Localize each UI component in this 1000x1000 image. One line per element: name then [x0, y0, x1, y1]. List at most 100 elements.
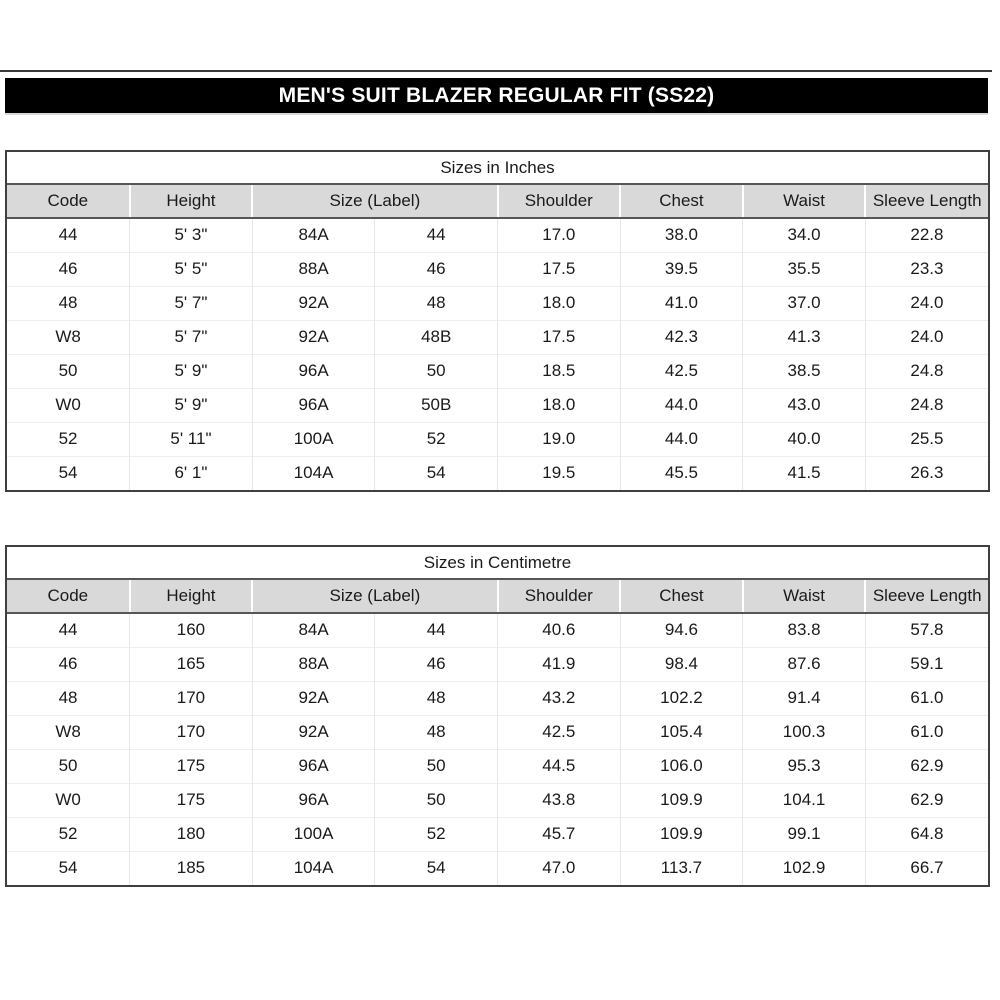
size-table-inches: Code Height Size (Label) Shoulder Chest Waist… — [7, 185, 988, 490]
table-row: 48 5' 7" 92A 48 18.0 41.0 37.0 24.0 — [7, 285, 988, 320]
table-cell: 40.6 — [497, 613, 621, 647]
column-header: Chest — [619, 580, 743, 614]
table-cell: 88A — [251, 646, 375, 681]
table-cell: 43.8 — [497, 782, 621, 817]
table-body: 44 5' 3" 84A 44 17.0 38.0 34.0 22.8 46 5' 5" 88A 46… — [7, 218, 988, 490]
table-cell: 44 — [374, 613, 498, 647]
table-cell: 175 — [129, 748, 253, 783]
table-cell: 42.5 — [497, 714, 621, 749]
table-cell: 42.3 — [619, 319, 743, 354]
table-cell: 46 — [7, 646, 130, 681]
size-table-centimetre: Code Height Size (Label) Shoulder Chest Waist… — [7, 580, 988, 885]
table-cell: 96A — [251, 353, 375, 388]
table-cell: 98.4 — [619, 646, 743, 681]
table-cell: 44 — [58, 620, 78, 640]
table-cell: 105.4 — [619, 714, 743, 749]
table-cell: 109.9 — [619, 782, 743, 817]
column-header: Waist — [741, 185, 866, 219]
column-header: Size (Label) — [251, 185, 498, 219]
sizes-in-inches-table: Sizes in Inches Code Height Size (Label) Sh… — [5, 150, 990, 492]
column-header: Code — [7, 580, 130, 614]
table-cell: 40.0 — [742, 421, 866, 456]
table-cell: 5' 9" — [129, 387, 253, 422]
table-cell: 46 — [374, 251, 498, 286]
table-cell: 52 — [7, 421, 130, 456]
title-banner: MEN'S SUIT BLAZER REGULAR FIT (SS22) — [5, 78, 988, 113]
table-cell: 113.7 — [619, 850, 743, 885]
table-cell: 165 — [129, 646, 253, 681]
table-cell: 96A — [251, 782, 375, 817]
table-cell: 18.0 — [497, 387, 621, 422]
table-cell: 5' 7" — [129, 319, 253, 354]
table-cell: 18.5 — [497, 353, 621, 388]
table-cell: 100.3 — [742, 714, 866, 749]
table-cell: 38.0 — [619, 218, 743, 252]
table-cell: 100A — [251, 816, 375, 851]
table-cell: 5' 3" — [129, 218, 253, 252]
table-header-row: Code Height Size (Label) Shoulder Chest Waist… — [7, 580, 988, 614]
table-cell: 17.0 — [497, 218, 621, 252]
table-cell: 83.8 — [742, 613, 866, 647]
table-cell: W8 — [7, 714, 130, 749]
table-cell: 38.5 — [742, 353, 866, 388]
table-cell: 19.5 — [497, 455, 621, 490]
table-cell: 46 — [7, 251, 130, 286]
table-cell: 95.3 — [742, 748, 866, 783]
table-cell: 96A — [251, 748, 375, 783]
table-cell: 88A — [251, 251, 375, 286]
table-row: 44 5' 3" 84A 44 17.0 38.0 34.0 22.8 — [7, 218, 988, 252]
table-cell: 5' 7" — [129, 285, 253, 320]
table-cell: 26.3 — [864, 455, 988, 490]
table-cell: 54 — [374, 850, 498, 885]
table-header-row: Code Height Size (Label) Shoulder Chest Waist… — [7, 185, 988, 219]
table-row: 52 180 100A 52 45.7 109.9 99.1 64.8 — [7, 816, 988, 851]
table-cell: 92A — [251, 319, 375, 354]
table-row: 46 165 88A 46 41.9 98.4 87.6 59.1 — [7, 646, 988, 681]
table-cell: 42.5 — [619, 353, 743, 388]
table-cell: 37.0 — [742, 285, 866, 320]
table-cell: 104.1 — [742, 782, 866, 817]
table-cell: 91.4 — [742, 680, 866, 715]
header-row: Code Height Size (Label) Shoulder Chest Waist… — [7, 185, 988, 219]
table-cell: 43.0 — [742, 387, 866, 422]
table-cell: 24.0 — [864, 285, 988, 320]
table-cell: 5' 5" — [129, 251, 253, 286]
table-cell: 92A — [251, 680, 375, 715]
table-cell: 52 — [374, 816, 498, 851]
table-cell: 5' 11" — [129, 421, 253, 456]
column-header: Shoulder — [496, 185, 621, 219]
table-cell: 104A — [251, 455, 375, 490]
table-row: W0 5' 9" 96A 50B 18.0 44.0 43.0 24.8 — [7, 387, 988, 422]
table-cell: 185 — [129, 850, 253, 885]
table-cell: 39.5 — [619, 251, 743, 286]
table-cell: 22.8 — [864, 218, 988, 252]
table-cell: 50 — [374, 782, 498, 817]
table-cell: 47.0 — [497, 850, 621, 885]
table-cell: 18.0 — [497, 285, 621, 320]
table-cell: 44.0 — [619, 387, 743, 422]
table-cell: 48 — [7, 285, 130, 320]
table-cell: 106.0 — [619, 748, 743, 783]
table-row: W8 5' 7" 92A 48B 17.5 42.3 41.3 24.0 — [7, 319, 988, 354]
table-cell: 54 — [7, 850, 130, 885]
table-cell: 62.9 — [864, 748, 988, 783]
table-cell: 41.9 — [497, 646, 621, 681]
table-row: 52 5' 11" 100A 52 19.0 44.0 40.0 25.5 — [7, 421, 988, 456]
column-header: Shoulder — [496, 580, 621, 614]
table-cell: W0 — [7, 782, 130, 817]
table-cell: 170 — [129, 714, 253, 749]
table-cell: 94.6 — [619, 613, 743, 647]
table-cell: W0 — [7, 387, 130, 422]
table-cell: 41.0 — [619, 285, 743, 320]
table-row: 48 170 92A 48 43.2 102.2 91.4 61.0 — [7, 680, 988, 715]
table-cell: 48 — [374, 680, 498, 715]
table-cell: 170 — [129, 680, 253, 715]
table-title: Sizes in Inches — [7, 152, 988, 185]
table-cell: 50 — [374, 353, 498, 388]
table-cell: 92A — [251, 285, 375, 320]
header-row: Code Height Size (Label) Shoulder Chest Waist… — [7, 580, 988, 614]
table-cell: 23.3 — [864, 251, 988, 286]
table-cell: 45.7 — [497, 816, 621, 851]
table-cell: 54 — [374, 455, 498, 490]
